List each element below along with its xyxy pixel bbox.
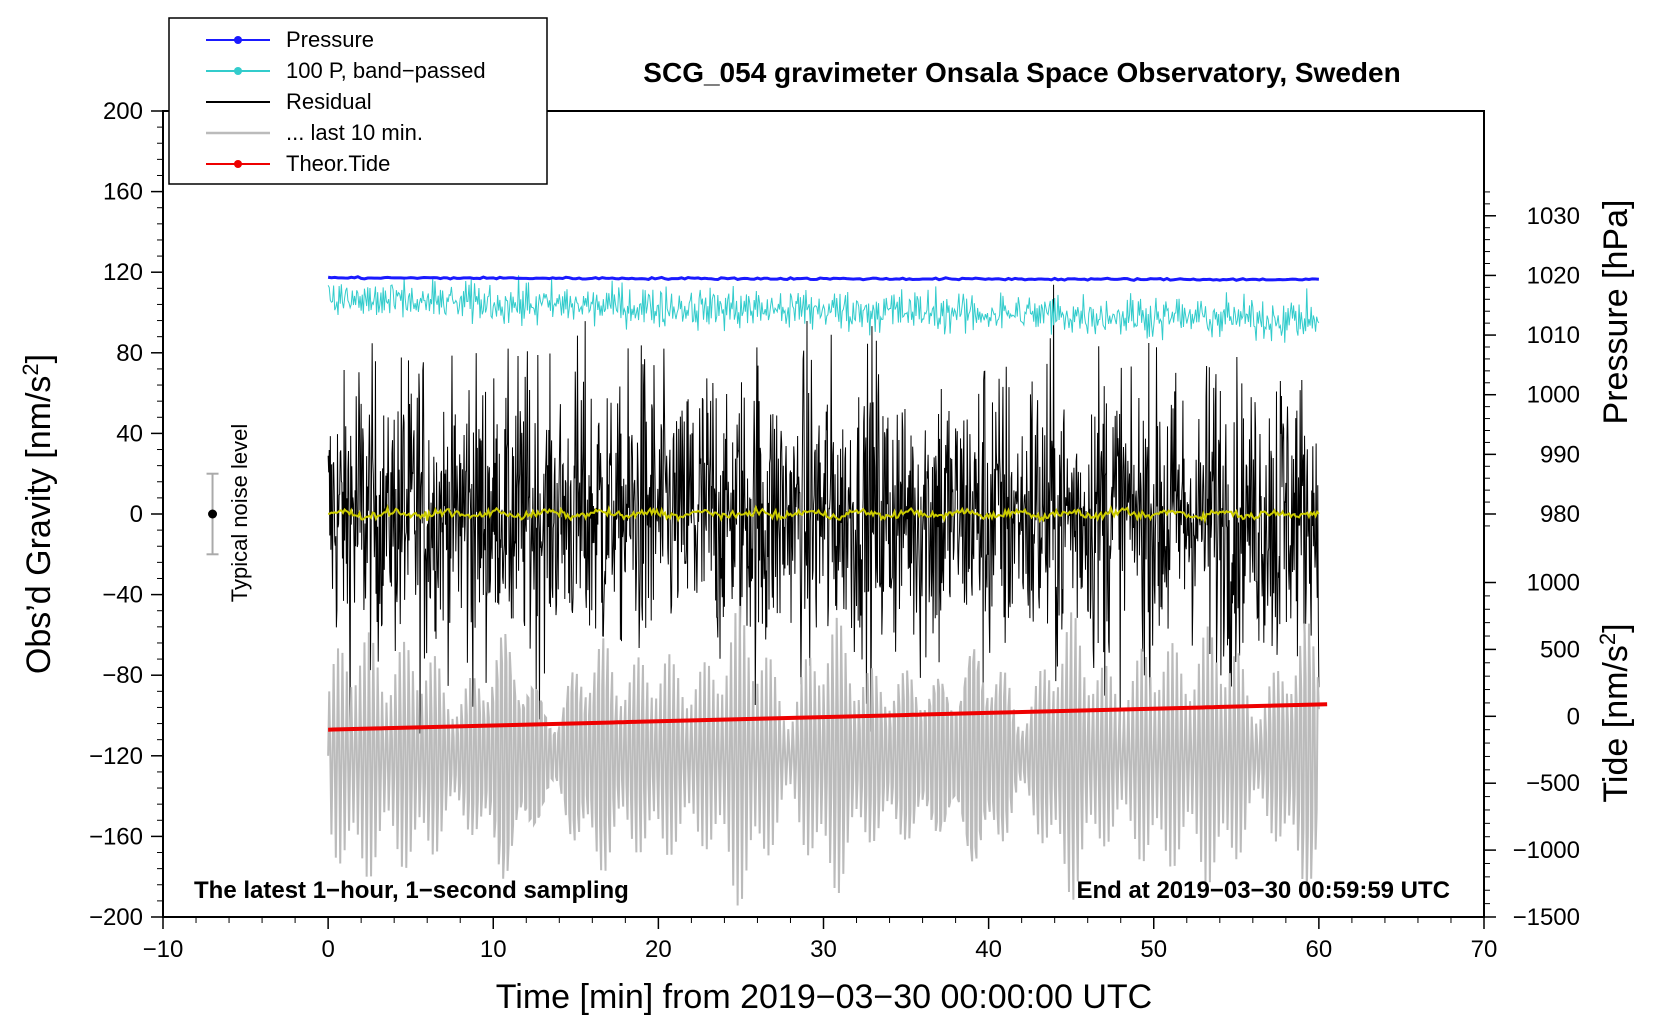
y-tick-label: 120 <box>103 259 143 286</box>
x-tick-label: 0 <box>321 936 334 963</box>
pressure-tick-label: 1010 <box>1527 322 1580 349</box>
noise-level-label: Typical noise level <box>227 424 252 603</box>
legend-marker <box>234 160 242 168</box>
x-tick-label: 50 <box>1140 936 1167 963</box>
series-pressure <box>327 275 1319 282</box>
note-end-time: End at 2019−03−30 00:59:59 UTC <box>1076 877 1450 904</box>
y-tick-label: 0 <box>130 501 143 528</box>
y-axis-pressure-title: Pressure [hPa] <box>1597 200 1635 425</box>
pressure-tick-label: 990 <box>1540 441 1580 468</box>
y-tick-label: −200 <box>89 904 143 931</box>
pressure-tick-label: 1030 <box>1527 203 1580 230</box>
note-sampling: The latest 1−hour, 1−second sampling <box>194 877 629 904</box>
tide-tick-label: 0 <box>1567 703 1580 730</box>
legend-marker <box>234 67 242 75</box>
x-tick-label: 10 <box>480 936 507 963</box>
tide-tick-label: 1000 <box>1527 570 1580 597</box>
legend-marker <box>234 36 242 44</box>
chart-title: SCG_054 gravimeter Onsala Space Observat… <box>643 57 1400 88</box>
x-axis-title: Time [min] from 2019−03−30 00:00:00 UTC <box>496 978 1152 1016</box>
axes-layer: −10 0 10 20 30 40 50 60 7020016012080400−40−80−1… <box>89 98 1580 963</box>
x-tick-label: 30 <box>810 936 837 963</box>
x-tick-label: 60 <box>1306 936 1333 963</box>
y-tick-label: −160 <box>89 823 143 850</box>
y-tick-label: 80 <box>116 340 143 367</box>
legend-label: ... last 10 min. <box>286 120 423 145</box>
pressure-tick-label: 1000 <box>1527 382 1580 409</box>
noise-bar-center <box>208 509 218 519</box>
y-axis-tide-title: Tide [nm/s2] <box>1595 623 1635 802</box>
pressure-tick-label: 1020 <box>1527 262 1580 289</box>
y-tick-label: −80 <box>102 662 143 689</box>
x-tick-label: 70 <box>1471 936 1498 963</box>
legend-label: 100 P, band−passed <box>286 58 486 83</box>
y-axis-left-title: Obs’d Gravity [nm/s2] <box>18 354 58 674</box>
series-residual <box>327 284 1320 734</box>
tide-tick-label: −1500 <box>1513 904 1580 931</box>
series-smoothed-residual <box>327 503 1320 525</box>
y-tick-label: −40 <box>102 582 143 609</box>
pressure-tick-label: 980 <box>1540 501 1580 528</box>
x-tick-label: 20 <box>645 936 672 963</box>
y-tick-label: −120 <box>89 743 143 770</box>
series-last-10-min <box>327 605 1320 906</box>
y-tick-label: 160 <box>103 179 143 206</box>
series-band-passed <box>327 275 1320 343</box>
x-tick-label: −10 <box>143 936 184 963</box>
data-layer <box>206 275 1328 906</box>
y-tick-label: 200 <box>103 98 143 125</box>
legend: Pressure 100 P, band−passed Residual ... la… <box>168 17 548 185</box>
x-tick-label: 40 <box>975 936 1002 963</box>
tide-tick-label: −500 <box>1526 770 1580 797</box>
legend-label: Pressure <box>286 27 374 52</box>
y-tick-label: 40 <box>116 420 143 447</box>
tide-tick-label: −1000 <box>1513 837 1580 864</box>
legend-label: Theor.Tide <box>286 151 390 176</box>
tide-tick-label: 500 <box>1540 636 1580 663</box>
series-theoretical-tide <box>328 702 1328 732</box>
legend-label: Residual <box>286 89 372 114</box>
